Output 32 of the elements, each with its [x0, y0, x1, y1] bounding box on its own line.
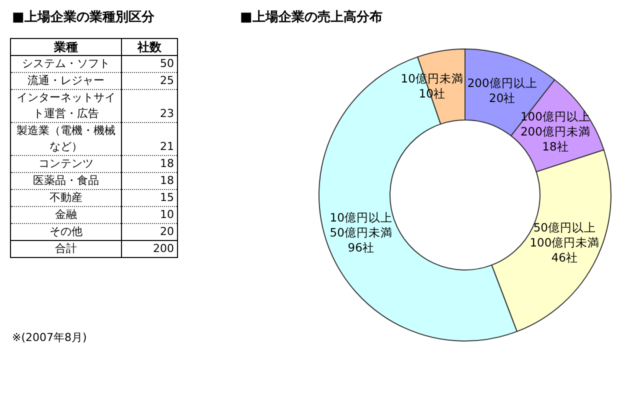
category-label: 金融 — [10, 206, 122, 224]
data-label: 96社 — [348, 240, 374, 255]
category-label: その他 — [10, 224, 122, 240]
category-label: システム・ソフト — [10, 56, 122, 72]
data-label: 23 — [122, 90, 178, 122]
category-label: 不動産 — [10, 190, 122, 206]
data-label: 15 — [122, 190, 178, 206]
data-label: 18社 — [542, 140, 569, 154]
data-label: 46社 — [551, 250, 578, 265]
slice-label: 200億円以上 — [467, 76, 538, 90]
chart-title: ■上場企業の売上高分布 — [240, 8, 384, 26]
category-label: 医薬品・食品 — [10, 172, 122, 190]
data-label: 20社 — [489, 90, 516, 105]
text: 社数 — [122, 38, 178, 56]
category-label: コンテンツ — [10, 156, 122, 172]
data-label: 18 — [122, 156, 178, 172]
data-label: 50 — [122, 56, 178, 72]
category-label: インターネットサイト運営・広告 — [10, 90, 122, 122]
category-label: 合計 — [10, 240, 122, 258]
data-label: 200 — [152, 241, 175, 257]
data-label: 25 — [122, 72, 178, 90]
slice-label: 50億円以上 100億円未満 — [530, 220, 600, 250]
text: ※(2007年8月) — [12, 330, 87, 345]
slice-label: 10億円以上 50億円未満 — [330, 210, 392, 240]
data-label: 20 — [122, 224, 178, 240]
text: 業種 — [10, 38, 122, 56]
data-label: 21 — [122, 122, 178, 156]
text: ■上場企業の業種別区分 — [12, 9, 156, 26]
data-label: 18 — [122, 172, 178, 190]
category-label: 流通・レジャー — [10, 72, 122, 90]
data-label: 10 — [122, 206, 178, 224]
category-label: 製造業（電機・機械など） — [10, 122, 122, 156]
